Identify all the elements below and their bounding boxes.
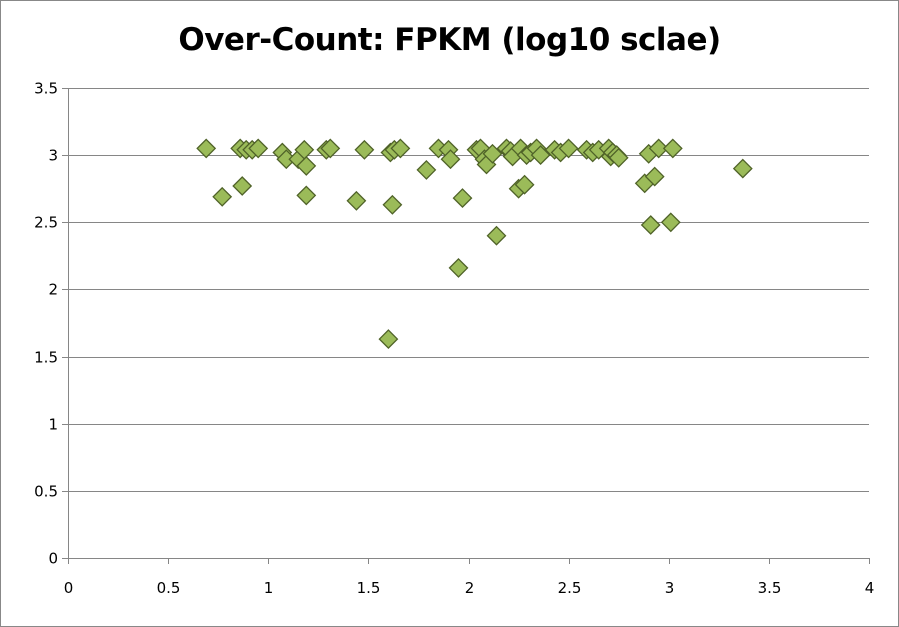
data-point-diamond	[660, 212, 681, 233]
data-point-diamond	[448, 257, 469, 278]
data-point-diamond	[452, 188, 473, 209]
data-point-diamond	[514, 174, 535, 195]
y-tick-label: 3	[48, 147, 58, 165]
data-point-diamond	[196, 138, 217, 159]
x-tick-label: 2	[465, 579, 475, 597]
data-point-diamond	[416, 159, 437, 180]
y-tick-label: 0	[48, 550, 58, 568]
data-point-diamond	[354, 139, 375, 160]
data-point-diamond	[346, 190, 367, 211]
y-tick-label: 1	[48, 416, 58, 434]
data-point-diamond	[296, 155, 317, 176]
x-tick-label: 3.5	[758, 579, 782, 597]
data-point-diamond	[320, 138, 341, 159]
x-tick-label: 0.5	[157, 579, 181, 597]
data-point-diamond	[382, 194, 403, 215]
y-tick-label: 3.5	[34, 80, 58, 98]
x-tick-label: 2.5	[558, 579, 582, 597]
x-tick-label: 0	[64, 579, 74, 597]
data-point-diamond	[232, 176, 253, 196]
data-point-diamond	[390, 138, 411, 159]
data-point-diamond	[530, 145, 551, 166]
data-point-diamond	[440, 149, 461, 170]
data-point-diamond	[378, 329, 399, 350]
data-point-diamond	[296, 185, 317, 206]
data-point-diamond	[248, 138, 269, 159]
data-point-diamond	[644, 166, 665, 187]
x-tick-label: 4	[865, 579, 875, 597]
data-point-diamond	[732, 158, 753, 179]
data-point-diamond	[608, 147, 629, 168]
data-point-diamond	[212, 186, 233, 207]
y-tick-label: 0.5	[34, 483, 58, 501]
chart-title: Over-Count: FPKM (log10 sclae)	[178, 22, 721, 58]
y-tick-label: 2.5	[34, 214, 58, 232]
x-tick-label: 1	[264, 579, 274, 597]
x-tick-label: 3	[665, 579, 675, 597]
data-point-diamond	[640, 215, 661, 235]
y-tick-label: 1.5	[34, 349, 58, 367]
data-point-diamond	[662, 138, 683, 159]
data-point-diamond	[486, 225, 507, 246]
x-tick-label: 1.5	[357, 579, 381, 597]
data-point-diamond	[558, 138, 579, 159]
data-point-diamond	[648, 138, 669, 159]
data-point-diamond	[482, 143, 503, 164]
y-tick-label: 2	[48, 281, 58, 299]
